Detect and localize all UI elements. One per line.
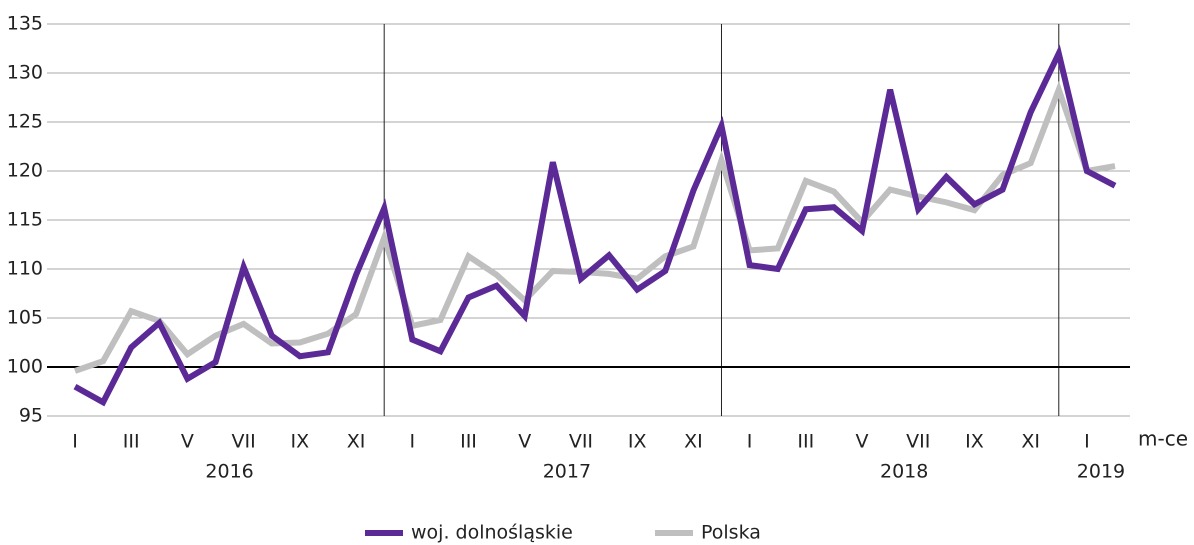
x-tick-label: V (181, 431, 194, 453)
x-tick-label: VII (906, 431, 930, 453)
x-tick-label: V (518, 431, 531, 453)
x-axis-label: m-ce (1138, 427, 1188, 451)
y-tick-label: 100 (7, 356, 43, 378)
x-tick-label: V (856, 431, 869, 453)
y-tick-label: 130 (7, 62, 43, 84)
x-tick-label: I (72, 431, 78, 453)
year-label: 2016 (205, 461, 253, 483)
legend-label: woj. dolnośląskie (411, 522, 573, 544)
x-tick-label: IX (291, 431, 310, 453)
x-tick-label: VII (569, 431, 593, 453)
legend-label: Polska (701, 522, 761, 544)
x-tick-label: VII (232, 431, 256, 453)
y-tick-label: 135 (7, 13, 43, 35)
x-tick-label: XI (684, 431, 703, 453)
x-tick-label: XI (347, 431, 366, 453)
x-tick-label: IX (628, 431, 647, 453)
y-tick-label: 120 (7, 160, 43, 182)
y-tick-label: 115 (7, 209, 43, 231)
y-tick-label: 110 (7, 258, 43, 280)
x-tick-label: III (797, 431, 814, 453)
year-label: 2019 (1077, 461, 1125, 483)
x-tick-label: I (409, 431, 415, 453)
year-label: 2017 (543, 461, 591, 483)
y-tick-label: 125 (7, 111, 43, 133)
x-tick-label: III (460, 431, 477, 453)
series-line (73, 44, 1117, 407)
year-label: 2018 (880, 461, 928, 483)
x-tick-label: III (123, 431, 140, 453)
x-tick-label: I (1084, 431, 1090, 453)
x-tick-label: IX (965, 431, 984, 453)
y-tick-label: 105 (7, 307, 43, 329)
x-tick-label: XI (1021, 431, 1040, 453)
series-line (74, 80, 1116, 374)
x-tick-label: I (747, 431, 753, 453)
y-tick-label: 95 (19, 405, 43, 427)
